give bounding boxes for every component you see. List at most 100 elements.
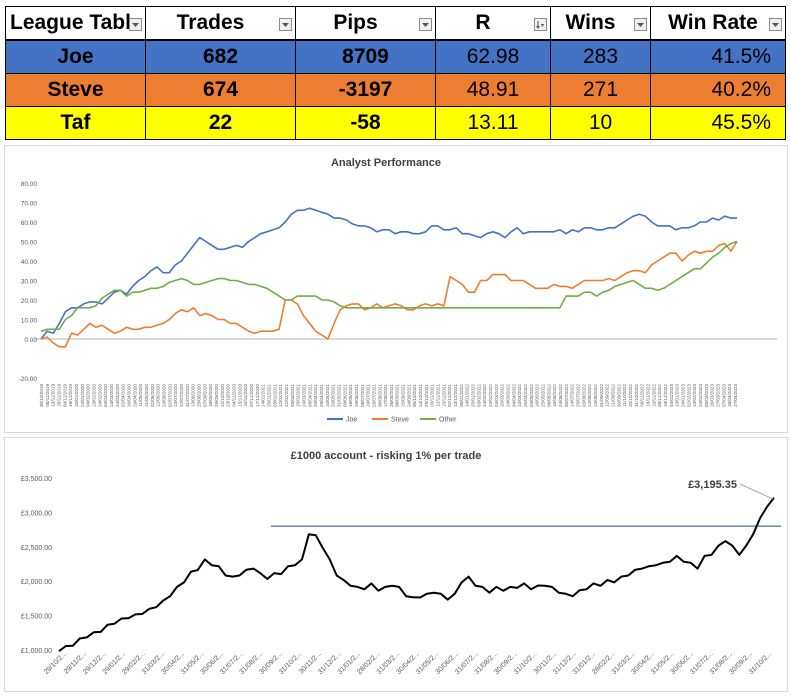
table-row: Taf 22 -58 13.11 10 45.5% [5, 106, 786, 140]
x-tick-label: 13/07/2020 [173, 384, 178, 407]
x-tick-label: 31/07/2020 [185, 384, 190, 407]
x-tick-label: 01/09/2022 [599, 384, 604, 407]
sort-filter-button[interactable] [534, 18, 547, 31]
x-tick-label: 14/07/2022 [570, 384, 575, 407]
cell-win-rate[interactable]: 41.5% [650, 39, 786, 74]
cell-trades[interactable]: 674 [145, 73, 296, 107]
filter-dropdown-button[interactable] [419, 18, 432, 31]
x-tick-label: 22/02/2021 [284, 384, 289, 407]
x-tick-label: 02/04/2020 [121, 384, 126, 407]
x-tick-label: 30/10/2019 [39, 384, 44, 407]
x-tick-label: 18/09/2020 [208, 384, 213, 407]
series-line-other[interactable] [40, 240, 738, 332]
x-tick-label: 27/04/2023 [733, 384, 738, 407]
x-tick-label: 08/04/2021 [307, 384, 312, 407]
x-tick-label: 29/04/2021 [319, 384, 324, 407]
column-header-label: Pips [333, 11, 378, 34]
x-tick-label: 19/12/2022 [663, 384, 668, 407]
x-tick-label: 03/02/2022 [476, 384, 481, 407]
x-tick-label: 08/07/2021 [360, 384, 365, 407]
cell-trades[interactable]: 22 [145, 106, 296, 140]
x-tick-label: 18/06/2021 [348, 384, 353, 407]
x-tick-label: 23/06/2020 [162, 384, 167, 407]
x-tick-label: 14/01/2022 [465, 384, 470, 407]
filter-dropdown-button[interactable] [769, 18, 782, 31]
column-header-win-rate: Win Rate [650, 6, 786, 41]
x-tick-label: 04/03/2022 [494, 384, 499, 407]
legend-label: Joe [346, 417, 357, 424]
chevron-down-icon [132, 23, 139, 27]
column-header-label: Win Rate [668, 11, 758, 34]
column-header-r: R [435, 6, 551, 41]
chart-title: £1000 account - risking 1% per trade [291, 450, 482, 462]
x-tick-label: 09/06/2021 [342, 384, 347, 407]
y-tick-label: £2,500.00 [21, 545, 52, 552]
chevron-down-icon [422, 23, 429, 27]
cell-pips[interactable]: 8709 [295, 39, 436, 74]
x-tick-label: 25/07/2022 [576, 384, 581, 407]
filter-dropdown-button[interactable] [634, 18, 647, 31]
x-tick-label: 06/08/2021 [377, 384, 382, 407]
x-tick-label: 04/01/2023 [669, 384, 674, 407]
column-header-wins: Wins [550, 6, 651, 41]
legend-label: Steve [391, 417, 409, 424]
x-tick-label: 22/07/2020 [179, 384, 184, 407]
analyst-performance-chart[interactable]: Analyst Performance -20.00 0.00 10.00 20.00… [4, 145, 788, 433]
x-tick-label: 25/10/2021 [424, 384, 429, 407]
y-tick-label: 70.00 [21, 201, 38, 208]
x-tick-label: 24/06/2022 [558, 384, 563, 407]
x-tick-label: 31/10/2022 [634, 384, 639, 407]
y-tick-label: 60.00 [21, 220, 38, 227]
cell-pips[interactable]: -58 [295, 106, 436, 140]
x-tick-label: 28/07/2021 [371, 384, 376, 407]
x-tick-label: 15/03/2022 [500, 384, 505, 407]
x-tick-label: 13/04/2022 [517, 384, 522, 407]
cell-name[interactable]: Taf [5, 106, 146, 140]
account-balance-line[interactable] [58, 497, 775, 652]
x-tick-label: 05/07/2022 [564, 384, 569, 407]
x-tick-label: 31/05/2021 [336, 384, 341, 407]
x-tick-label: 24/02/2023 [698, 384, 703, 407]
x-tick-label: 06/09/2021 [395, 384, 400, 407]
y-tick-label: 0.00 [24, 337, 37, 344]
y-tick-label: 30.00 [21, 279, 38, 286]
x-tick-label: 05/03/2023 [704, 384, 709, 407]
cell-trades[interactable]: 682 [145, 39, 296, 74]
cell-win-rate[interactable]: 45.5% [650, 106, 786, 140]
y-tick-label: £1,500.00 [21, 614, 52, 621]
cell-r[interactable]: 13.11 [435, 106, 551, 140]
cell-wins[interactable]: 283 [550, 39, 651, 74]
x-tick-label: 15/01/2020 [74, 384, 79, 407]
x-tick-label: 18/11/2022 [646, 384, 651, 407]
series-line-joe[interactable] [40, 207, 737, 340]
series-line-steve[interactable] [40, 241, 738, 348]
cell-pips[interactable]: -3197 [295, 73, 436, 107]
cell-r[interactable]: 62.98 [435, 39, 551, 74]
account-balance-svg: £1000 account - risking 1% per trade £1,… [21, 450, 781, 676]
column-header-label: Wins [565, 11, 616, 34]
x-tick-label: 26/08/2021 [389, 384, 394, 407]
x-tick-label: 02/06/2020 [150, 384, 155, 407]
cell-name[interactable]: Steve [5, 73, 146, 107]
filter-dropdown-button[interactable] [279, 18, 292, 31]
x-tick-label: 02/02/2023 [686, 384, 691, 407]
cell-wins[interactable]: 271 [550, 73, 651, 107]
x-tick-label: 10/05/2021 [325, 384, 330, 407]
cell-r[interactable]: 48.91 [435, 73, 551, 107]
cell-name[interactable]: Joe [5, 39, 146, 74]
x-tick-label: 24/09/2021 [406, 384, 411, 407]
annotation-leader-line [739, 483, 774, 500]
x-tick-label: 24/02/2020 [97, 384, 102, 407]
cell-wins[interactable]: 10 [550, 106, 651, 140]
x-tick-label: 07/04/2023 [721, 384, 726, 407]
filter-dropdown-button[interactable] [129, 18, 142, 31]
league-header-row: League Tabl Trades Pips R Wins Win Rate [5, 6, 786, 41]
x-tick-label: 27/03/2023 [716, 384, 721, 407]
x-tick-label: 05/10/2021 [412, 384, 417, 407]
cell-win-rate[interactable]: 40.2% [650, 73, 786, 107]
x-tick-label: 17/08/2021 [383, 384, 388, 407]
x-tick-label: 07/09/2020 [202, 384, 207, 407]
account-balance-chart[interactable]: £1000 account - risking 1% per trade £1,… [4, 437, 788, 692]
x-tick-label: 04/05/2022 [529, 384, 534, 407]
x-tick-label: 25/05/2022 [541, 384, 546, 407]
